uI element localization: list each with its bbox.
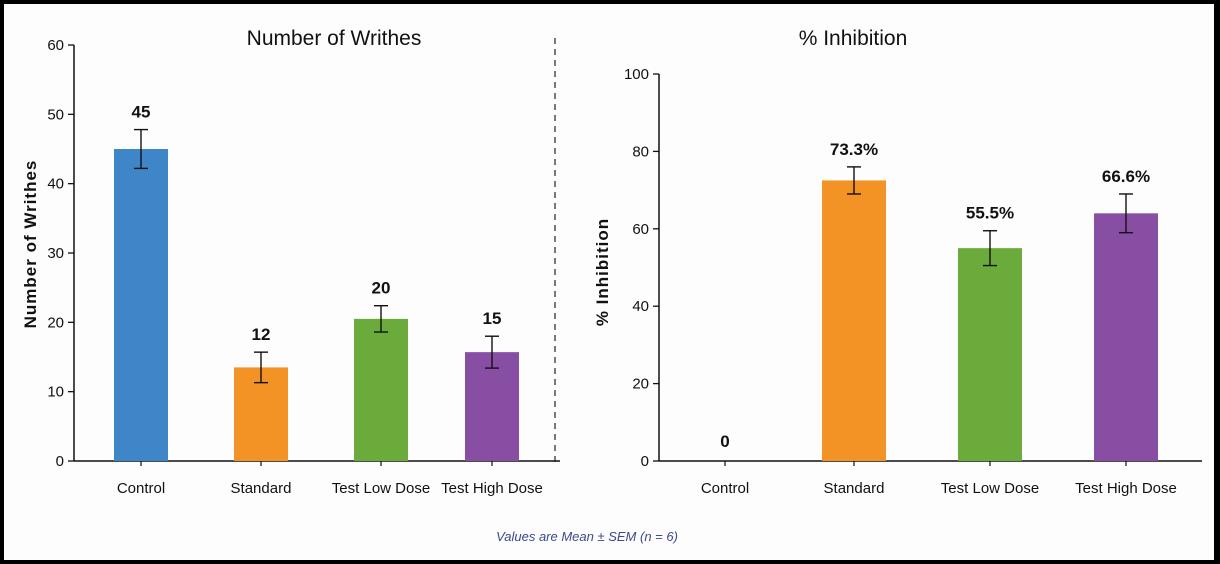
writhes-y-axis-label: Number of Writhes <box>21 160 40 329</box>
inhibition-bar <box>822 180 886 462</box>
writhes-bar <box>465 352 519 461</box>
inhibition-category-label: Standard <box>824 480 885 497</box>
writhes-y-tick-label: 10 <box>47 384 64 401</box>
writhes-y-tick-label: 40 <box>47 176 64 193</box>
figure-frame: Number of Writhes Number of Writhes 0 10 2… <box>4 4 1214 560</box>
writhes-category-label: Standard <box>231 480 292 497</box>
inhibition-category-label: Test Low Dose <box>941 480 1039 497</box>
inhibition-y-tick-label: 0 <box>641 453 649 470</box>
figure-canvas: Number of Writhes Number of Writhes 0 10 2… <box>21 27 1202 544</box>
inhibition-title: % Inhibition <box>799 27 908 50</box>
inhibition-panel: % Inhibition % Inhibition 0 20 40 60 80 100 0 C… <box>593 27 1202 497</box>
inhibition-category-label: Control <box>701 480 749 497</box>
inhibition-bar <box>1094 213 1158 461</box>
writhes-title: Number of Writhes <box>247 27 422 50</box>
inhibition-y-tick-label: 20 <box>632 376 649 393</box>
writhes-bar <box>354 318 408 461</box>
writhes-y-tick-label: 30 <box>47 245 64 262</box>
inhibition-data-label: 55.5% <box>966 204 1014 223</box>
inhibition-data-label: 66.6% <box>1102 167 1150 186</box>
writhes-y-tick-label: 50 <box>47 106 64 123</box>
writhes-panel: Number of Writhes Number of Writhes 0 10 2… <box>21 27 560 497</box>
inhibition-data-label: 0 <box>720 432 729 451</box>
inhibition-data-label: 73.3% <box>830 140 878 159</box>
writhes-data-label: 12 <box>252 325 271 344</box>
writhes-category-label: Test High Dose <box>441 480 543 497</box>
writhes-y-tick-label: 0 <box>56 453 64 470</box>
inhibition-y-tick-label: 100 <box>624 66 649 83</box>
inhibition-category-label: Test High Dose <box>1075 480 1177 497</box>
inhibition-y-tick-label: 40 <box>632 298 649 315</box>
writhes-bar <box>114 149 168 461</box>
inhibition-y-tick-label: 60 <box>632 221 649 238</box>
writhes-data-label: 45 <box>132 103 151 122</box>
writhes-category-label: Control <box>117 480 165 497</box>
writhes-data-label: 15 <box>483 309 502 328</box>
writhes-data-label: 20 <box>372 279 391 298</box>
inhibition-y-axis-label: % Inhibition <box>593 218 612 326</box>
inhibition-y-tick-label: 80 <box>632 143 649 160</box>
inhibition-bar <box>958 248 1022 461</box>
footnote: Values are Mean ± SEM (n = 6) <box>496 529 678 544</box>
writhes-y-tick-label: 60 <box>47 37 64 54</box>
writhes-y-tick-label: 20 <box>47 314 64 331</box>
writhes-category-label: Test Low Dose <box>332 480 430 497</box>
